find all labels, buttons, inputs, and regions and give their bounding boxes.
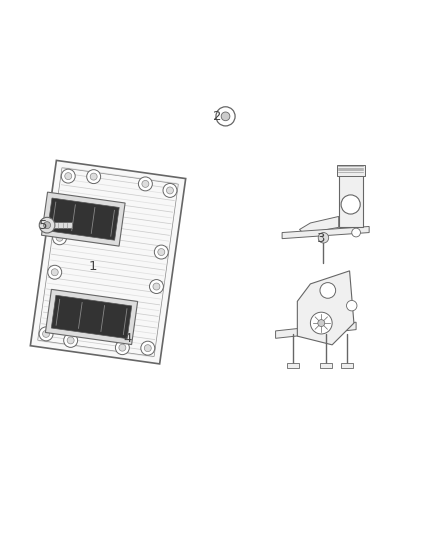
Circle shape	[64, 334, 78, 348]
Circle shape	[320, 282, 336, 298]
Circle shape	[119, 344, 126, 351]
Circle shape	[67, 337, 74, 344]
Circle shape	[138, 177, 152, 191]
Circle shape	[39, 217, 55, 233]
Circle shape	[142, 180, 149, 188]
Polygon shape	[46, 289, 138, 344]
Circle shape	[42, 330, 49, 337]
Polygon shape	[341, 362, 353, 368]
Circle shape	[318, 320, 325, 327]
Circle shape	[154, 245, 168, 259]
Circle shape	[65, 173, 72, 180]
Circle shape	[144, 345, 151, 352]
Circle shape	[341, 195, 360, 214]
Circle shape	[90, 173, 97, 180]
Circle shape	[51, 269, 58, 276]
Circle shape	[352, 228, 360, 237]
Circle shape	[166, 187, 173, 194]
Polygon shape	[336, 165, 365, 176]
Circle shape	[216, 107, 235, 126]
Circle shape	[318, 232, 328, 243]
Polygon shape	[42, 192, 125, 246]
Circle shape	[163, 183, 177, 197]
Circle shape	[44, 222, 50, 229]
Polygon shape	[30, 160, 186, 364]
Circle shape	[56, 235, 63, 241]
Circle shape	[158, 248, 165, 255]
Polygon shape	[276, 322, 356, 338]
Circle shape	[53, 231, 67, 245]
Text: 1: 1	[88, 260, 97, 273]
Text: 2: 2	[212, 110, 221, 123]
Circle shape	[311, 312, 332, 334]
Polygon shape	[339, 173, 363, 228]
Polygon shape	[297, 271, 354, 345]
Bar	[52, 222, 72, 228]
Polygon shape	[320, 362, 332, 368]
Polygon shape	[287, 362, 299, 368]
Text: 3: 3	[317, 232, 325, 245]
Text: 5: 5	[39, 219, 47, 232]
Circle shape	[61, 169, 75, 183]
Polygon shape	[282, 227, 369, 239]
Circle shape	[346, 301, 357, 311]
Circle shape	[39, 327, 53, 341]
Circle shape	[141, 341, 155, 355]
Polygon shape	[51, 295, 132, 338]
Circle shape	[221, 112, 230, 120]
Circle shape	[87, 169, 101, 183]
Polygon shape	[47, 198, 119, 240]
Polygon shape	[300, 216, 339, 234]
Circle shape	[115, 341, 129, 354]
Text: 4: 4	[124, 332, 132, 345]
Circle shape	[48, 265, 62, 279]
Circle shape	[153, 283, 160, 290]
Circle shape	[149, 280, 163, 294]
